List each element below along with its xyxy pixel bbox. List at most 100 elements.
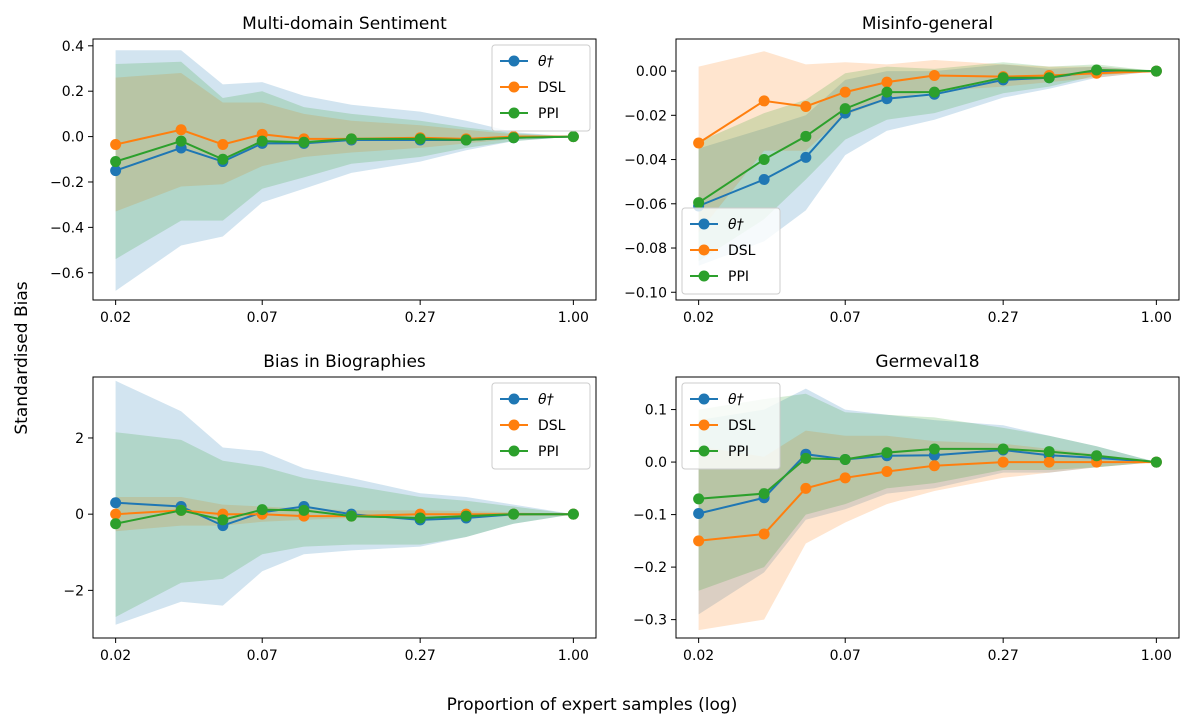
point-dsl	[758, 95, 770, 107]
y-tick-label: −2	[63, 583, 84, 599]
legend-label-dsl: DSL	[538, 418, 566, 434]
point-ppi	[1091, 450, 1103, 462]
point-ppi	[508, 132, 520, 144]
y-tick-label: −0.06	[624, 197, 667, 213]
point-dsl	[881, 76, 893, 88]
point-theta	[693, 508, 705, 520]
band-ppi	[115, 432, 574, 617]
y-tick-label: −0.6	[50, 266, 84, 282]
legend-marker-dsl	[508, 81, 520, 93]
axes-frame	[675, 38, 1180, 301]
point-dsl	[839, 472, 851, 484]
y-tick-label: 0	[75, 507, 84, 523]
axes-frame	[675, 376, 1180, 639]
figure-x-axis-label: Proportion of expert samples (log)	[447, 695, 738, 715]
legend-label-dsl: DSL	[728, 243, 756, 259]
point-ppi	[298, 136, 310, 148]
legend: θ† DSL PPI	[491, 44, 591, 132]
point-ppi	[460, 134, 472, 146]
x-tick-label: 0.02	[683, 648, 714, 664]
point-ppi	[298, 504, 310, 516]
point-dsl	[758, 528, 770, 540]
legend-marker-ppi	[698, 445, 710, 457]
x-tick-label: 0.02	[683, 310, 714, 326]
x-tick-label: 0.27	[988, 648, 1019, 664]
y-tick-label: 0.0	[645, 455, 667, 471]
legend-label-theta: θ†	[538, 54, 555, 70]
point-ppi	[758, 154, 770, 166]
band-dsl	[698, 51, 1157, 233]
legend-marker-dsl	[698, 244, 710, 256]
band-theta	[115, 380, 574, 625]
line-dsl	[115, 128, 574, 146]
point-dsl	[928, 69, 940, 81]
x-tick-label: 1.00	[558, 648, 589, 664]
point-dsl	[217, 139, 229, 151]
legend-marker-theta	[508, 55, 520, 67]
legend-label-ppi: PPI	[728, 269, 749, 285]
point-ppi	[839, 103, 851, 115]
x-tick-label: 0.27	[405, 648, 436, 664]
point-ppi	[928, 443, 940, 455]
band-theta	[698, 388, 1157, 615]
y-tick-label: −0.3	[633, 613, 667, 629]
point-dsl	[1043, 456, 1055, 468]
point-ppi	[800, 130, 812, 142]
point-ppi	[997, 443, 1009, 455]
y-tick-label: −0.02	[624, 108, 667, 124]
legend-label-ppi: PPI	[728, 444, 749, 460]
point-dsl	[997, 456, 1009, 468]
legend-label-ppi: PPI	[538, 444, 559, 460]
y-tick-label: −0.2	[633, 560, 667, 576]
legend-label-ppi: PPI	[538, 106, 559, 122]
point-ppi	[460, 510, 472, 522]
y-tick-label: −0.2	[50, 175, 84, 191]
point-ppi	[693, 197, 705, 209]
point-ppi	[567, 508, 579, 520]
legend-marker-theta	[508, 393, 520, 405]
point-dsl	[693, 535, 705, 547]
point-ppi	[217, 153, 229, 165]
panel-2: Misinfo-general 0.02 0.07 0.27 1.00 0.00 −0.02…	[624, 14, 1180, 326]
y-tick-label: 0.1	[645, 403, 667, 419]
point-ppi	[1150, 456, 1162, 468]
point-theta	[800, 151, 812, 163]
point-dsl	[839, 86, 851, 98]
point-dsl	[110, 139, 122, 151]
point-ppi	[567, 131, 579, 143]
x-tick-label: 0.07	[247, 648, 278, 664]
line-ppi	[115, 135, 574, 163]
point-dsl	[800, 482, 812, 494]
point-ppi	[110, 156, 122, 168]
x-tick-label: 0.02	[100, 310, 131, 326]
point-dsl	[110, 508, 122, 520]
legend-label-theta: θ†	[538, 392, 555, 408]
point-ppi	[175, 504, 187, 516]
point-dsl	[928, 460, 940, 472]
panel-1: Multi-domain Sentiment 0.02 0.07 0.27 1.00 0.…	[50, 14, 597, 326]
legend-marker-dsl	[698, 419, 710, 431]
point-ppi	[256, 135, 268, 147]
point-ppi	[1043, 72, 1055, 84]
figure-y-axis-label: Standardised Bias	[12, 281, 32, 434]
point-ppi	[758, 488, 770, 500]
legend-label-dsl: DSL	[728, 418, 756, 434]
x-tick-label: 1.00	[558, 310, 589, 326]
band-theta	[698, 64, 1157, 266]
legend: θ† DSL PPI	[491, 382, 591, 470]
y-tick-label: 0.00	[636, 64, 667, 80]
y-tick-label: −0.08	[624, 241, 667, 257]
legend-marker-ppi	[508, 445, 520, 457]
band-ppi	[115, 61, 574, 260]
axes-frame	[92, 376, 597, 639]
point-ppi	[175, 135, 187, 147]
panel-title: Misinfo-general	[862, 14, 993, 34]
band-ppi	[698, 62, 1157, 262]
x-tick-label: 0.07	[247, 310, 278, 326]
y-tick-label: −0.10	[624, 285, 667, 301]
point-ppi	[1043, 446, 1055, 458]
panel-3: Bias in Biographies 0.02 0.07 0.27 1.00 2 0 −2 θ…	[63, 352, 597, 664]
point-ppi	[881, 447, 893, 459]
line-dsl	[698, 461, 1157, 542]
point-ppi	[414, 133, 426, 145]
